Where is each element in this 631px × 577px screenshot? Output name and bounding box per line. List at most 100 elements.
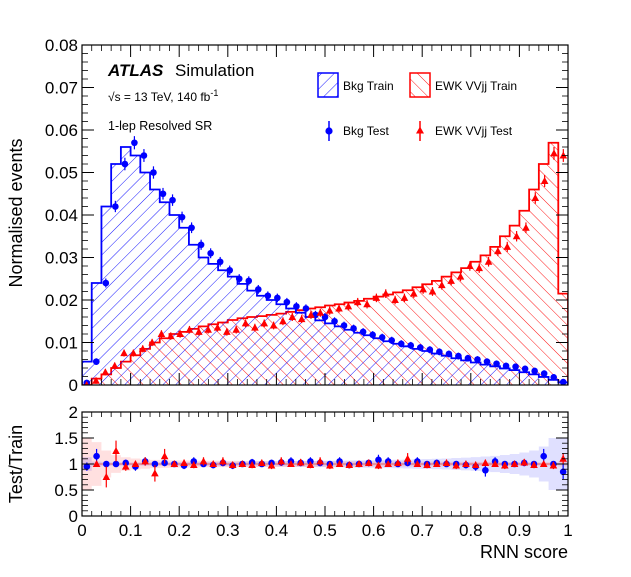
point-bkg-test: [159, 190, 167, 198]
point-ewk-vvjj-test: [559, 151, 568, 159]
point-ewk-vvjj-test: [353, 298, 362, 306]
x-tick-label: 0.5: [313, 521, 337, 540]
point-bkg-test: [445, 350, 453, 358]
point-bkg-test: [283, 298, 291, 306]
ratio-y-tick-label: 1: [69, 455, 78, 474]
ratio-point-ewk-vvjj-test: [442, 458, 451, 466]
ratio-point-ewk-vvjj-test: [102, 473, 111, 480]
point-ewk-vvjj-test: [550, 149, 558, 157]
ratio-point-ewk-vvjj-test: [209, 460, 218, 467]
point-bkg-test: [197, 241, 205, 249]
point-ewk-vvjj-test: [372, 293, 381, 301]
point-bkg-test: [455, 352, 462, 360]
point-bkg-test: [254, 286, 262, 293]
legend-label-sig-test: EWK VVjj Test: [435, 124, 513, 138]
point-bkg-test: [474, 356, 481, 363]
ratio-point-ewk-vvjj-test: [501, 461, 509, 469]
point-ewk-vvjj-test: [400, 293, 409, 301]
point-ewk-vvjj-test: [409, 289, 418, 297]
ratio-point-ewk-vvjj-test: [374, 461, 383, 469]
ratio-point-ewk-vvjj-test: [238, 460, 247, 467]
point-bkg-test: [169, 196, 176, 204]
ratio-point-bkg-test: [151, 460, 159, 468]
ratio-point-ewk-vvjj-test: [189, 461, 198, 469]
ratio-points: [83, 440, 567, 488]
legend-marker-bkg-test: [325, 127, 333, 135]
ratio-point-ewk-vvjj-test: [462, 460, 470, 467]
point-bkg-test: [92, 358, 100, 365]
ratio-point-ewk-vvjj-test: [559, 454, 567, 462]
point-ewk-vvjj-test: [223, 327, 231, 335]
point-ewk-vvjj-test: [316, 308, 325, 316]
point-ewk-vvjj-test: [110, 361, 119, 369]
point-ewk-vvjj-test: [251, 323, 259, 331]
point-ewk-vvjj-test: [260, 319, 269, 327]
point-bkg-test: [550, 374, 558, 381]
energy-lumi-exponent: -1: [210, 88, 218, 98]
point-ewk-vvjj-test: [166, 332, 175, 340]
point-ewk-vvjj-test: [101, 368, 110, 376]
point-ewk-vvjj-test: [129, 349, 138, 357]
point-ewk-vvjj-test: [428, 287, 437, 295]
ratio-point-ewk-vvjj-test: [326, 461, 334, 469]
main-y-axis-label: Normalised events: [6, 138, 26, 287]
point-ewk-vvjj-test: [84, 381, 89, 385]
ratio-point-bkg-test: [540, 452, 547, 460]
ratio-point-ewk-vvjj-test: [394, 458, 402, 466]
point-ewk-vvjj-test: [213, 323, 222, 331]
ratio-point-bkg-test: [559, 468, 567, 476]
ratio-point-ewk-vvjj-test: [151, 469, 159, 477]
point-bkg-test: [407, 342, 415, 349]
point-ewk-vvjj-test: [204, 325, 212, 333]
point-ewk-vvjj-test: [419, 285, 427, 293]
atlas-label: ATLAS: [107, 61, 164, 80]
ratio-y-tick-label: 0: [69, 507, 78, 526]
point-ewk-vvjj-test: [466, 262, 474, 269]
point-ewk-vvjj-test: [456, 272, 465, 280]
main-y-tick-label: 0.05: [45, 164, 78, 183]
point-ewk-vvjj-test: [531, 194, 540, 201]
simulation-label: Simulation: [175, 61, 254, 80]
legend-swatch-sig-train: [409, 72, 431, 98]
ratio-point-ewk-vvjj-test: [267, 461, 276, 469]
ratio-point-ewk-vvjj-test: [491, 460, 499, 467]
point-ewk-vvjj-test: [148, 338, 156, 346]
point-bkg-test: [540, 370, 548, 377]
main-y-tick-label: 0.06: [45, 121, 78, 140]
point-ewk-vvjj-test: [307, 310, 315, 318]
point-ewk-vvjj-test: [391, 296, 399, 303]
ratio-point-ewk-vvjj-test: [180, 458, 188, 466]
point-ewk-vvjj-test: [494, 247, 502, 255]
energy-lumi-text: √s = 13 TeV, 140 fb: [108, 90, 211, 104]
point-ewk-vvjj-test: [195, 327, 203, 335]
ratio-point-ewk-vvjj-test: [277, 457, 286, 465]
point-bkg-test: [340, 322, 348, 329]
ratio-axes: 0 0.5 1 1.5 2 0 0.1 0.2 0.3 0.4 0.5 0.6 0.7 0.8 0.9 1: [54, 403, 572, 540]
point-ewk-vvjj-test: [269, 321, 278, 329]
ratio-point-ewk-vvjj-test: [316, 457, 324, 465]
point-ewk-vvjj-test: [447, 276, 455, 284]
hist-line-bkg-train: [82, 146, 568, 385]
main-test-points: [83, 136, 568, 385]
x-tick-label: 0.1: [119, 521, 143, 540]
ratio-point-ewk-vvjj-test: [423, 461, 431, 469]
ratio-point-ewk-vvjj-test: [306, 461, 315, 469]
ratio-point-ewk-vvjj-test: [296, 458, 305, 466]
point-ewk-vvjj-test: [297, 315, 306, 323]
main-y-tick-label: 0.01: [45, 334, 78, 353]
point-ewk-vvjj-test: [540, 177, 549, 184]
ratio-point-ewk-vvjj-test: [510, 460, 519, 467]
ratio-point-ewk-vvjj-test: [248, 461, 256, 469]
point-bkg-test: [293, 303, 300, 310]
point-ewk-vvjj-test: [438, 281, 446, 289]
point-ewk-vvjj-test: [241, 319, 250, 327]
point-ewk-vvjj-test: [92, 376, 100, 384]
point-ewk-vvjj-test: [503, 242, 512, 250]
point-ewk-vvjj-test: [381, 289, 390, 297]
main-y-tick-label: 0.03: [45, 249, 78, 268]
ratio-point-ewk-vvjj-test: [287, 460, 295, 467]
ratio-point-bkg-test: [103, 460, 110, 468]
point-ewk-vvjj-test: [484, 257, 493, 265]
ratio-y-axis-label: Test/Train: [6, 425, 26, 503]
point-bkg-test: [178, 213, 186, 221]
